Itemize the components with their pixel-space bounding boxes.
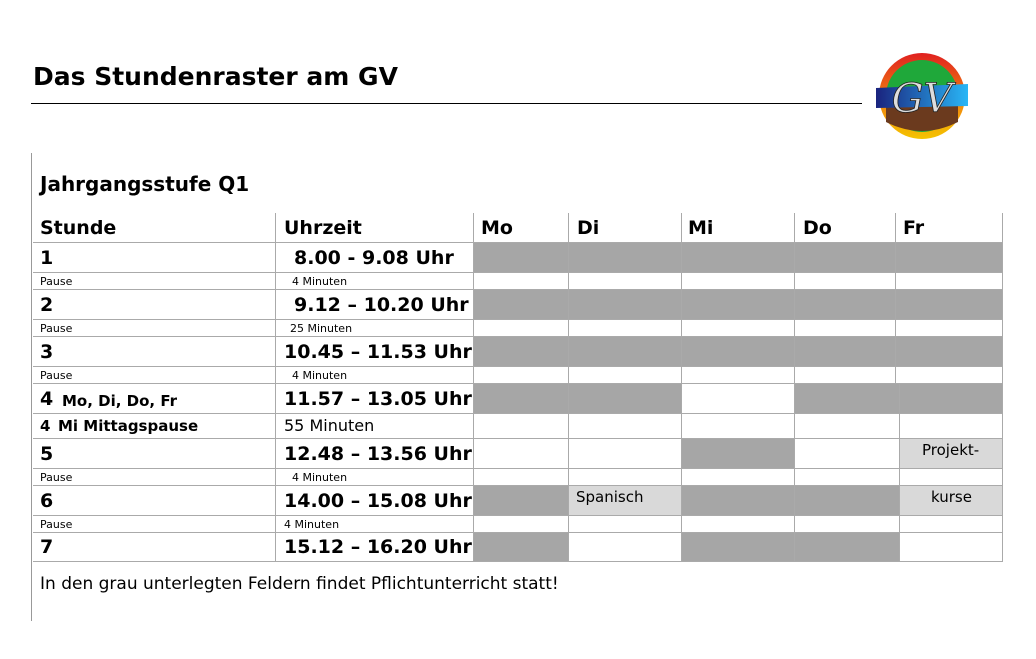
- required-r3: [474, 337, 1002, 366]
- period-label: 4: [40, 417, 51, 435]
- period-label: 2: [40, 294, 54, 316]
- grid-line: [33, 319, 1003, 320]
- period-time: 10.45 – 11.53 Uhr: [284, 341, 472, 363]
- period-days: Mo, Di, Do, Fr: [62, 392, 178, 410]
- pause-duration: 4 Minuten: [284, 518, 340, 531]
- period-time: 14.00 – 15.08 Uhr: [284, 490, 472, 512]
- grid-line: [568, 213, 569, 561]
- required-r4-mo-di: [474, 384, 681, 413]
- header-uhrzeit: Uhrzeit: [284, 217, 362, 239]
- page-title: Das Stundenraster am GV: [33, 62, 398, 91]
- grid-line: [275, 213, 276, 561]
- grid-line: [33, 242, 1003, 243]
- grid-line: [33, 289, 1003, 290]
- required-r7-mo: [474, 533, 568, 561]
- period-time: 9.12 – 10.20 Uhr: [294, 294, 469, 316]
- pause-duration: 4 Minuten: [292, 369, 348, 382]
- pause-label: Pause: [40, 275, 73, 288]
- grid-line: [33, 515, 1003, 516]
- optional-r6-di: [569, 486, 681, 515]
- grid-line: [1002, 213, 1003, 561]
- header-day-do: Do: [803, 217, 832, 239]
- period-time: 11.57 – 13.05 Uhr: [284, 388, 472, 410]
- header-day-mi: Mi: [688, 217, 714, 239]
- pause-duration: 4 Minuten: [292, 275, 348, 288]
- period-label: 5: [40, 443, 54, 465]
- grid-line: [899, 384, 900, 561]
- pause-duration: 4 Minuten: [292, 471, 348, 484]
- period-label: 7: [40, 536, 54, 558]
- side-divider: [31, 153, 32, 621]
- header-stunde: Stunde: [40, 217, 117, 239]
- header-day-di: Di: [577, 217, 600, 239]
- note-kurse: kurse: [931, 488, 972, 506]
- gv-logo: GV: [876, 53, 968, 139]
- grid-line: [33, 485, 1003, 486]
- grid-line: [473, 213, 474, 561]
- note-spanisch: Spanisch: [576, 488, 644, 506]
- grid-line: [33, 336, 1003, 337]
- pause-label: Pause: [40, 322, 73, 335]
- required-r6-mi-do: [682, 486, 899, 515]
- footnote: In den grau unterlegten Feldern findet P…: [40, 574, 559, 594]
- period-label: 6: [40, 490, 54, 512]
- grid-line: [33, 413, 1003, 414]
- pause-label: Pause: [40, 471, 73, 484]
- required-r2: [474, 290, 1002, 319]
- grid-line: [681, 213, 682, 561]
- lunch-break-duration: 55 Minuten: [284, 416, 375, 435]
- required-r1: [474, 243, 1002, 272]
- required-r7-mi-do: [682, 533, 899, 561]
- header-day-fr: Fr: [903, 217, 925, 239]
- optional-r6-fr: [900, 486, 1002, 515]
- grid-line: [33, 383, 1003, 384]
- period-time: 8.00 - 9.08 Uhr: [294, 247, 454, 269]
- period-label: 4: [40, 388, 54, 410]
- grid-line: [33, 532, 1003, 533]
- section-title: Jahrgangsstufe Q1: [40, 172, 250, 196]
- grid-line: [33, 561, 1003, 562]
- grid-line: [794, 213, 795, 561]
- period-label: 3: [40, 341, 54, 363]
- required-r4-do-fr: [795, 384, 1002, 413]
- grid-line: [895, 213, 896, 384]
- period-label: 1: [40, 247, 54, 269]
- pause-label: Pause: [40, 518, 73, 531]
- header-day-mo: Mo: [481, 217, 513, 239]
- grid-line: [33, 366, 1003, 367]
- pause-label: Pause: [40, 369, 73, 382]
- required-r5-mi: [682, 439, 794, 468]
- grid-line: [33, 438, 1003, 439]
- grid-line: [33, 468, 1003, 469]
- required-r6-mo: [474, 486, 568, 515]
- period-time: 12.48 – 13.56 Uhr: [284, 443, 472, 465]
- note-projekt: Projekt-: [922, 441, 980, 459]
- title-divider: [31, 103, 862, 104]
- svg-text:GV: GV: [892, 76, 957, 122]
- grid-line: [33, 272, 1003, 273]
- optional-r5-fr: [900, 439, 1002, 468]
- pause-duration: 25 Minuten: [290, 322, 353, 335]
- period-time: 15.12 – 16.20 Uhr: [284, 536, 472, 558]
- lunch-break-label: Mi Mittagspause: [58, 417, 199, 435]
